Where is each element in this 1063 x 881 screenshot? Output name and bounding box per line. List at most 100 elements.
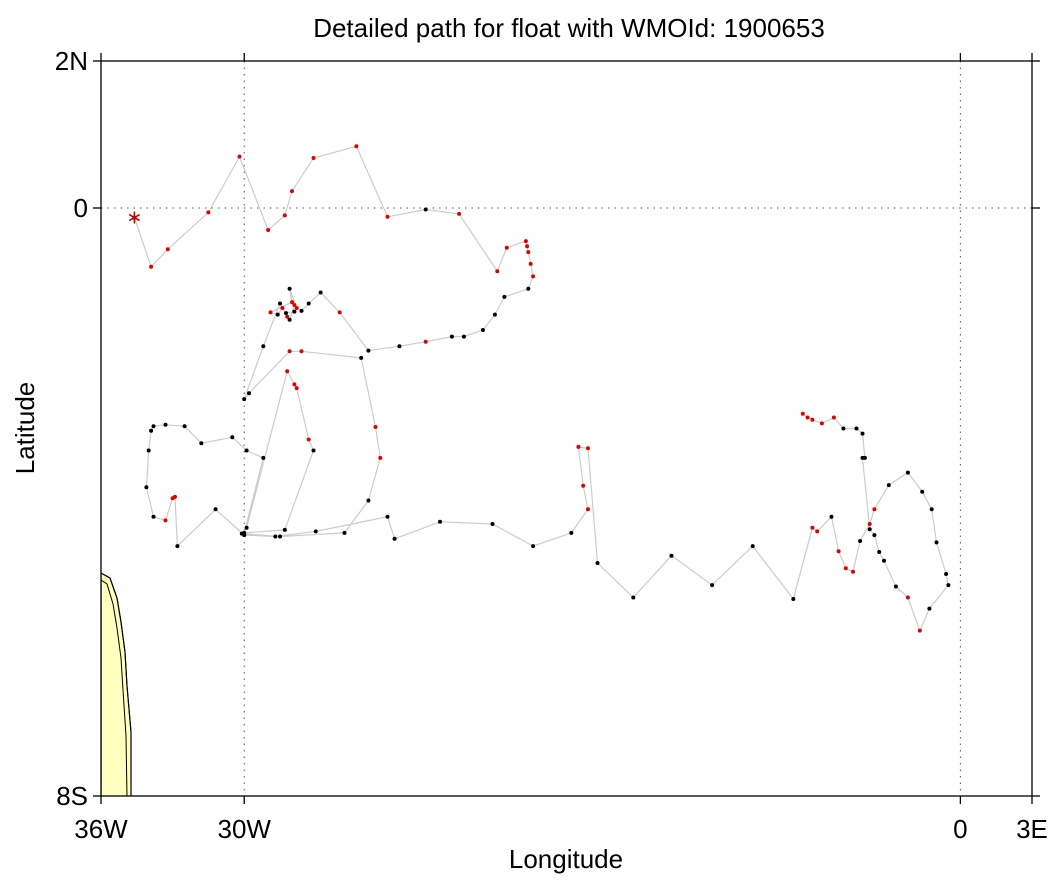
x-axis-title: Longitude — [509, 844, 623, 874]
y-tick-label: 2N — [55, 46, 88, 76]
track-point — [595, 561, 600, 565]
track-point — [526, 250, 531, 255]
track-point — [946, 583, 951, 588]
track-point — [669, 553, 674, 558]
track-point — [299, 308, 304, 313]
chart-title: Detailed path for float with WMOId: 1900… — [313, 13, 825, 43]
track-point — [504, 245, 509, 250]
track-point — [313, 529, 318, 534]
track-point — [366, 498, 371, 503]
track-point — [927, 606, 932, 611]
track-line — [133, 145, 950, 633]
track-point — [244, 525, 249, 530]
x-tick-label: 36W — [74, 814, 128, 844]
track-point — [710, 583, 715, 588]
track-point — [242, 533, 247, 538]
track-point — [294, 386, 299, 391]
track-point — [287, 349, 292, 354]
track-point — [905, 470, 910, 475]
track-point — [886, 483, 891, 488]
track-point — [287, 317, 292, 322]
track-point — [526, 286, 531, 291]
x-tick-label: 30W — [217, 814, 271, 844]
track-point — [867, 522, 872, 526]
track-point — [495, 269, 500, 274]
track-point — [318, 290, 323, 295]
track-point — [423, 207, 428, 212]
track-point — [275, 312, 280, 317]
track-point — [492, 312, 497, 317]
start-marker — [128, 211, 141, 224]
track-point — [294, 306, 299, 310]
track-point — [311, 156, 316, 160]
track-point — [917, 628, 922, 633]
track-point — [287, 286, 292, 291]
track-point — [273, 534, 278, 539]
track-point — [631, 595, 636, 600]
track-point — [569, 530, 574, 535]
track-point — [525, 244, 530, 249]
track-point — [278, 534, 282, 539]
track-point — [282, 527, 287, 532]
track-point — [342, 530, 347, 535]
float-positions — [132, 144, 951, 633]
track-point — [791, 597, 796, 601]
track-point — [175, 544, 180, 549]
track-point — [810, 525, 815, 530]
track-point — [392, 536, 397, 541]
track-point — [576, 444, 581, 449]
track-point — [531, 544, 536, 549]
x-tick-label: 0 — [953, 814, 967, 844]
start-marker-layer — [128, 211, 141, 224]
track-point — [829, 514, 834, 519]
land-layer — [101, 572, 132, 796]
track-point — [285, 369, 290, 374]
track-point — [306, 301, 311, 306]
track-point — [531, 274, 536, 279]
track-point — [523, 239, 528, 244]
track-point — [502, 294, 507, 299]
track-point — [213, 507, 218, 512]
track-point — [841, 426, 846, 431]
track-point — [872, 507, 877, 512]
track-point — [843, 566, 848, 571]
track-point — [385, 214, 390, 219]
track-point — [237, 154, 242, 159]
track-point — [284, 311, 288, 316]
track-point — [800, 411, 805, 416]
track-point — [244, 448, 249, 453]
track-point — [867, 527, 872, 532]
track-point — [292, 309, 297, 314]
track-point — [385, 514, 390, 519]
track-point — [831, 415, 836, 420]
track-point — [165, 247, 170, 252]
track-point — [146, 448, 151, 453]
track-point — [449, 334, 454, 339]
track-point — [182, 424, 187, 429]
track-point — [280, 306, 285, 310]
coastline — [101, 572, 132, 796]
track-point — [944, 572, 949, 576]
float-track — [133, 145, 950, 633]
track-point — [860, 431, 865, 436]
track-point — [457, 211, 462, 216]
track-point — [199, 441, 204, 446]
grid-lines — [101, 61, 1032, 796]
track-point — [586, 507, 590, 512]
track-point — [423, 339, 428, 344]
track-point — [862, 455, 867, 460]
track-point — [851, 569, 855, 574]
track-point — [247, 391, 251, 396]
track-point — [490, 522, 495, 526]
track-point — [261, 455, 266, 460]
track-point — [278, 301, 282, 306]
track-point — [836, 549, 841, 554]
track-point — [815, 529, 820, 534]
track-point — [292, 382, 297, 387]
track-point — [854, 426, 859, 431]
track-point — [292, 303, 297, 307]
track-point — [337, 310, 342, 315]
track-point — [366, 348, 371, 353]
y-tick-label: 0 — [74, 193, 88, 223]
